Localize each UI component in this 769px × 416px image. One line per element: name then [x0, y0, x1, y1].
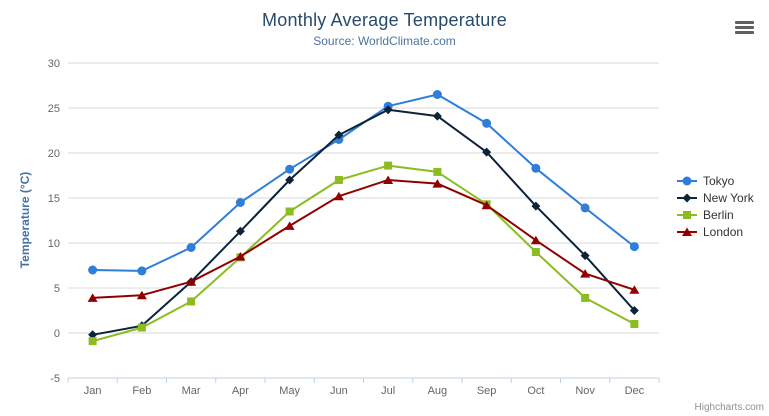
- series-tokyo: [88, 90, 639, 276]
- data-point-new-york[interactable]: [235, 226, 245, 236]
- y-axis-label: 0: [54, 328, 60, 340]
- y-axis-label: 25: [48, 103, 60, 115]
- data-point-berlin[interactable]: [187, 297, 196, 306]
- x-axis-label: Sep: [477, 385, 497, 397]
- x-axis-label: May: [279, 385, 300, 397]
- data-point-tokyo[interactable]: [482, 118, 492, 128]
- data-point-berlin[interactable]: [531, 248, 540, 256]
- data-point-london[interactable]: [580, 269, 591, 278]
- circle-marker-icon: [677, 176, 697, 186]
- x-axis-label: Jul: [381, 385, 395, 397]
- data-point-london[interactable]: [186, 277, 197, 286]
- legend-marker-symbol[interactable]: [682, 193, 692, 203]
- diamond-marker-icon: [677, 193, 697, 203]
- data-point-london[interactable]: [87, 293, 98, 302]
- data-point-london[interactable]: [136, 290, 147, 300]
- legend-marker-symbol[interactable]: [683, 211, 691, 219]
- data-point-tokyo[interactable]: [531, 163, 541, 173]
- legend-label: Berlin: [703, 208, 734, 222]
- data-point-new-york[interactable]: [531, 201, 541, 211]
- series-new-york: [88, 105, 639, 340]
- legend-label: Tokyo: [703, 174, 735, 188]
- series-line-london[interactable]: [91, 179, 636, 299]
- data-point-london[interactable]: [481, 200, 492, 210]
- export-menu-button[interactable]: [735, 21, 754, 34]
- data-point-new-york[interactable]: [88, 330, 98, 340]
- data-point-new-york[interactable]: [629, 306, 639, 315]
- legend-item-new-york[interactable]: New York: [676, 191, 754, 205]
- data-point-tokyo[interactable]: [88, 265, 98, 275]
- data-point-new-york[interactable]: [383, 105, 393, 115]
- legend: Tokyo New York Berlin London: [676, 174, 754, 239]
- data-point-tokyo[interactable]: [432, 90, 442, 99]
- data-point-tokyo[interactable]: [137, 266, 147, 276]
- legend-marker-symbol[interactable]: [682, 176, 692, 186]
- x-axis-label: Aug: [428, 385, 448, 397]
- data-point-berlin[interactable]: [137, 323, 146, 332]
- x-axis-label: Jun: [330, 385, 348, 397]
- hamburger-icon: [735, 26, 754, 29]
- y-axis-label: 30: [48, 58, 60, 70]
- data-point-london[interactable]: [629, 285, 640, 294]
- legend-item-tokyo[interactable]: Tokyo: [676, 174, 754, 188]
- data-point-berlin[interactable]: [285, 207, 294, 216]
- data-point-tokyo[interactable]: [285, 164, 295, 174]
- data-point-berlin[interactable]: [384, 161, 393, 170]
- data-point-berlin[interactable]: [433, 167, 442, 176]
- y-axis-label: 10: [48, 238, 60, 250]
- y-axis-label: 15: [48, 193, 60, 205]
- data-point-london[interactable]: [284, 221, 295, 230]
- data-point-new-york[interactable]: [285, 175, 295, 185]
- data-point-london[interactable]: [235, 252, 246, 261]
- series-line-berlin[interactable]: [91, 164, 636, 343]
- data-point-berlin[interactable]: [88, 337, 97, 346]
- data-point-new-york[interactable]: [482, 147, 492, 157]
- legend-label: London: [703, 225, 744, 239]
- series-london: [87, 175, 640, 302]
- legend-item-london[interactable]: London: [676, 225, 754, 239]
- chart-subtitle: Source: WorldClimate.com: [313, 34, 456, 48]
- series-line-tokyo[interactable]: [91, 93, 636, 272]
- x-axis-label: Jan: [84, 385, 102, 397]
- square-marker-icon: [677, 211, 697, 219]
- data-point-berlin[interactable]: [581, 293, 590, 302]
- y-axis-label: 5: [54, 283, 60, 295]
- y-axis-label: -5: [50, 373, 60, 385]
- x-axis-label: Nov: [575, 385, 595, 397]
- triangle-marker-icon: [677, 227, 697, 237]
- data-point-london[interactable]: [383, 175, 394, 185]
- data-point-berlin[interactable]: [630, 320, 639, 328]
- x-axis-label: Feb: [132, 385, 151, 397]
- data-point-new-york[interactable]: [334, 130, 344, 140]
- hamburger-icon: [735, 21, 754, 24]
- y-axis-label: 20: [48, 148, 60, 160]
- data-point-tokyo[interactable]: [186, 243, 196, 252]
- legend-item-berlin[interactable]: Berlin: [676, 208, 754, 222]
- chart-title: Monthly Average Temperature: [262, 10, 507, 30]
- data-point-london[interactable]: [333, 191, 344, 201]
- data-point-tokyo[interactable]: [235, 198, 245, 207]
- data-point-london[interactable]: [432, 179, 443, 188]
- credits-link[interactable]: Highcharts.com: [694, 402, 764, 413]
- data-point-new-york[interactable]: [580, 251, 590, 261]
- x-axis-label: Apr: [232, 385, 249, 397]
- hamburger-icon: [735, 31, 754, 34]
- x-axis-label: Mar: [182, 385, 201, 397]
- data-point-tokyo[interactable]: [629, 242, 639, 252]
- legend-label: New York: [703, 191, 754, 205]
- x-axis-label: Dec: [625, 385, 645, 397]
- data-point-berlin[interactable]: [334, 176, 343, 184]
- data-point-tokyo[interactable]: [580, 203, 590, 213]
- data-point-new-york[interactable]: [432, 111, 442, 121]
- data-point-london[interactable]: [530, 235, 541, 245]
- legend-marker-symbol[interactable]: [682, 227, 692, 237]
- y-axis-title: Temperature (°C): [18, 171, 32, 269]
- series-line-new-york[interactable]: [91, 108, 636, 336]
- x-axis-label: Oct: [527, 385, 544, 397]
